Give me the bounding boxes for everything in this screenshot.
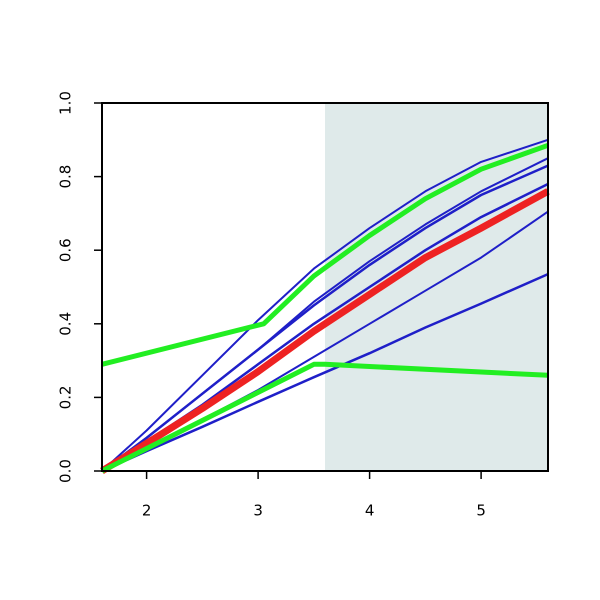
y-tick-label: 0.0 <box>57 459 75 483</box>
y-tick-label: 0.4 <box>57 312 75 336</box>
shaded-region <box>325 103 548 471</box>
x-tick-label: 4 <box>365 502 375 520</box>
series-line <box>100 188 550 474</box>
plot-box <box>101 102 549 472</box>
series-line <box>101 164 549 473</box>
y-tick-label: 1.0 <box>57 91 75 115</box>
series-line <box>101 138 549 472</box>
y-tick-label: 0.2 <box>57 385 75 409</box>
series-line <box>101 272 549 473</box>
y-tick-label: 0.8 <box>57 165 75 189</box>
y-tick-label: 0.6 <box>57 238 75 262</box>
x-tick-label: 3 <box>253 502 263 520</box>
x-tick-label: 2 <box>142 502 152 520</box>
series-line <box>101 142 549 367</box>
x-tick-label: 5 <box>476 502 486 520</box>
series-line <box>100 361 549 474</box>
